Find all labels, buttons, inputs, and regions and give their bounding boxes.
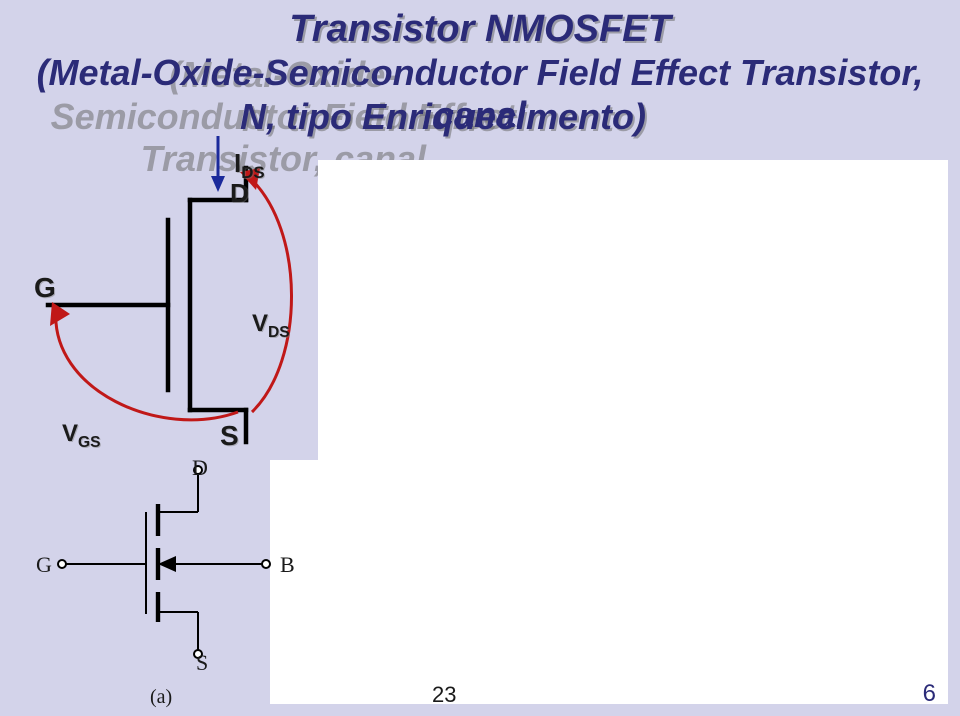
- label-VDS: VDS VDS: [252, 310, 290, 342]
- title-line-3: N, tipo Enriquecimento) N, tipo Enriquec…: [240, 96, 960, 138]
- label-S-upper: S S: [220, 420, 239, 452]
- page-number: 6: [923, 680, 936, 708]
- label-VGS: VGS VGS: [62, 420, 101, 452]
- label-a-caption: (a): [150, 686, 172, 709]
- title-text-3: N, tipo Enriquecimento): [240, 96, 646, 137]
- label-S-lower: S: [196, 650, 208, 676]
- label-IDS: IDS IDS: [234, 148, 265, 183]
- label-B-lower: B: [280, 552, 295, 578]
- label-G-lower: G: [36, 552, 52, 578]
- label-G-upper: G G: [34, 272, 56, 304]
- white-block-right: [318, 160, 948, 460]
- lower-mosfet-symbol: [48, 452, 308, 702]
- cropped-footer-text: 23: [432, 682, 456, 708]
- title-text-1: Transistor NMOSFET: [289, 8, 670, 50]
- label-D-lower: D: [192, 455, 208, 481]
- title-line-1: Transistor NMOSFET Transistor NMOSFET: [0, 8, 960, 51]
- white-block-bottom: [270, 460, 948, 704]
- slide: Transistor NMOSFET Transistor NMOSFET (M…: [0, 0, 960, 716]
